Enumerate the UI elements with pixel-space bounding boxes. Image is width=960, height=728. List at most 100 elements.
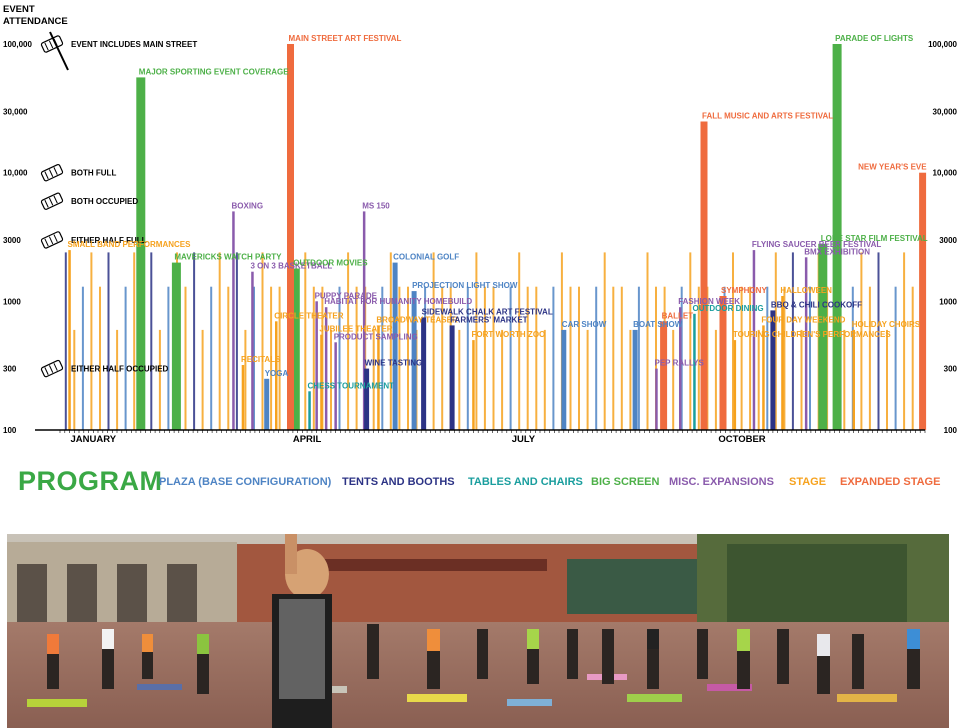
event-bar bbox=[781, 296, 784, 430]
event-bar bbox=[719, 296, 727, 430]
background-bar bbox=[466, 286, 469, 430]
background-bar bbox=[99, 286, 101, 430]
background-bar bbox=[133, 252, 136, 430]
background-bar bbox=[501, 329, 504, 430]
reference-level: EITHER HALF OCCUPIED bbox=[40, 359, 169, 378]
event-bar bbox=[171, 262, 181, 430]
plaza-icon-stripe bbox=[48, 365, 54, 373]
month-label: APRIL bbox=[293, 434, 322, 445]
event-label: RECITALS bbox=[241, 355, 281, 364]
background-bar bbox=[757, 329, 760, 430]
background-bar bbox=[210, 286, 213, 430]
event-bar bbox=[770, 310, 776, 430]
event-bar bbox=[693, 313, 696, 430]
event-label: HABITAT FOR HUMANITY HOMEBUILD bbox=[324, 297, 472, 306]
plaza-icon bbox=[40, 359, 64, 378]
event-label: BROADWAY TEASER bbox=[376, 315, 458, 324]
event-label: TOURING CHILDREN'S PERFORMANCES bbox=[733, 330, 891, 339]
event-label: MAVERICKS WATCH PARTY bbox=[174, 253, 282, 262]
event-bar bbox=[804, 257, 808, 430]
event-label: NEW YEAR'S EVE bbox=[858, 163, 927, 172]
plaza-icon bbox=[40, 231, 64, 249]
legend-title: PROGRAM bbox=[18, 466, 163, 496]
event-label: FALL MUSIC AND ARTS FESTIVAL bbox=[702, 112, 833, 121]
plaza-icon-stripe bbox=[48, 197, 54, 206]
background-bar bbox=[475, 252, 478, 430]
background-bar bbox=[227, 286, 230, 430]
background-bar bbox=[355, 286, 358, 430]
event-bar bbox=[561, 329, 567, 430]
event-bar bbox=[290, 268, 300, 430]
event-bar bbox=[733, 340, 737, 430]
y-axis-title-line-2: ATTENDANCE bbox=[3, 16, 68, 27]
event-bar bbox=[68, 250, 71, 430]
background-bar bbox=[903, 252, 906, 430]
event-bar bbox=[655, 368, 658, 430]
event-bar bbox=[449, 325, 455, 430]
event-bar bbox=[320, 334, 323, 430]
plaza-icon-stripe bbox=[53, 195, 58, 204]
background-bar bbox=[81, 286, 84, 430]
y-tick-label-left: 100,000 bbox=[3, 40, 32, 49]
yoga-class-photo bbox=[7, 534, 949, 728]
event-bar bbox=[275, 321, 278, 430]
background-bar bbox=[107, 252, 110, 430]
y-tick-label-right: 10,000 bbox=[933, 169, 958, 178]
event-label: CAR SHOW bbox=[562, 320, 607, 329]
background-bar bbox=[64, 252, 67, 430]
background-bar bbox=[680, 286, 683, 430]
background-bar bbox=[338, 286, 341, 430]
background-bar bbox=[458, 329, 461, 430]
event-label: LONE STAR FILM FESTIVAL bbox=[821, 234, 928, 243]
background-bar bbox=[774, 252, 777, 430]
main-street-marker bbox=[49, 31, 69, 71]
background-bar bbox=[330, 329, 332, 430]
background-bar bbox=[389, 252, 392, 430]
background-bar bbox=[740, 286, 743, 430]
background-bar bbox=[569, 286, 572, 430]
event-bar bbox=[411, 291, 417, 430]
y-tick-label-left: 30,000 bbox=[3, 107, 28, 116]
background-bar bbox=[304, 252, 307, 430]
reference-level: EVENT INCLUDES MAIN STREET bbox=[40, 35, 197, 53]
background-bar bbox=[612, 286, 615, 430]
y-tick-label-right: 30,000 bbox=[933, 107, 958, 116]
event-bar bbox=[362, 211, 366, 430]
legend-item-tents: TENTS AND BOOTHS bbox=[342, 476, 455, 488]
event-bar bbox=[700, 121, 708, 430]
event-label: MAIN STREET ART FESTIVAL bbox=[289, 34, 402, 43]
y-tick-label-left: 3000 bbox=[3, 236, 21, 245]
background-bar bbox=[732, 252, 734, 430]
y-tick-label-left: 100 bbox=[3, 426, 17, 435]
plaza-icon-stripe bbox=[48, 40, 54, 49]
event-label: BBQ & CHILI COOKOFF bbox=[771, 300, 862, 309]
background-bar bbox=[312, 286, 315, 430]
event-bar bbox=[660, 321, 668, 430]
background-bar bbox=[244, 329, 247, 430]
plaza-icon-stripe bbox=[44, 42, 49, 51]
event-label: JUBILEE THEATER bbox=[319, 325, 392, 334]
background-bar bbox=[543, 329, 546, 430]
plaza-icon-stripe bbox=[44, 238, 49, 247]
event-label: PARADE OF LIGHTS bbox=[835, 34, 914, 43]
event-bar bbox=[852, 329, 855, 430]
background-bar bbox=[791, 252, 794, 430]
event-bar bbox=[818, 243, 828, 430]
background-bar bbox=[886, 329, 888, 430]
event-label: MAJOR SPORTING EVENT COVERAGE bbox=[139, 67, 289, 76]
background-bar bbox=[894, 286, 897, 430]
event-label: FASHION WEEK bbox=[678, 297, 740, 306]
event-label: COLONIAL GOLF bbox=[393, 253, 459, 262]
background-bar bbox=[860, 252, 863, 430]
reference-level-label: EITHER HALF OCCUPIED bbox=[71, 365, 169, 374]
background-bar bbox=[278, 286, 281, 430]
legend-item-tables: TABLES AND CHAIRS bbox=[468, 476, 583, 488]
event-label: BOAT SHOW bbox=[633, 320, 683, 329]
event-bar bbox=[324, 307, 328, 430]
event-bar bbox=[264, 378, 270, 430]
reference-levels: EVENT INCLUDES MAIN STREET BOTH FULL BOTH … bbox=[40, 31, 197, 378]
event-bar bbox=[315, 301, 318, 430]
plaza-icon-stripe bbox=[48, 169, 54, 177]
background-bar bbox=[270, 286, 273, 430]
background-bar bbox=[492, 286, 495, 430]
